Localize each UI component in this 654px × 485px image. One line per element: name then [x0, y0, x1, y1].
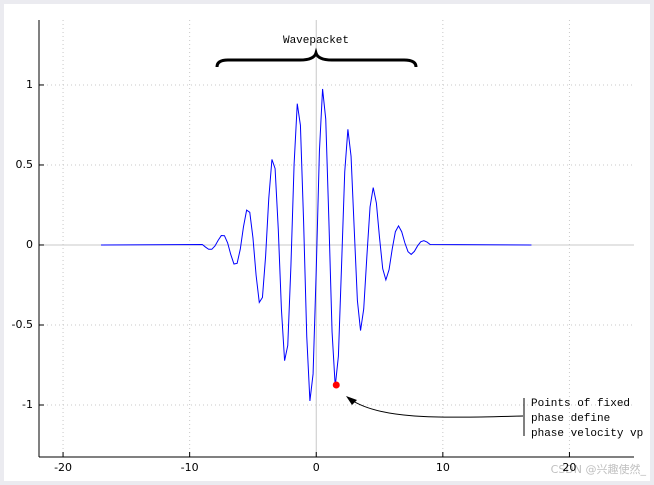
- y-tick-label: 0.5: [16, 158, 34, 171]
- arrow-text: Points of fixed: [531, 398, 630, 410]
- arrow-text: phase velocity vp: [531, 428, 643, 440]
- series-line: [101, 88, 532, 402]
- arrow-text: phase define: [531, 413, 610, 425]
- watermark: CSDN @兴趣使然_: [551, 462, 647, 476]
- plot: [101, 88, 532, 402]
- x-tick-label: -10: [181, 461, 199, 474]
- bracket: [215, 47, 418, 68]
- y-tick-label: -0.5: [12, 318, 33, 331]
- highlight-point: [332, 381, 340, 389]
- arrow-head: [346, 396, 357, 405]
- x-tick-label: 0: [313, 461, 320, 474]
- y-tick-label: -1: [22, 398, 33, 411]
- y-tick-label: 0: [26, 238, 33, 251]
- x-tick-label: -20: [54, 461, 72, 474]
- y-tick-label: 1: [26, 78, 33, 91]
- x-tick-label: 20: [562, 461, 576, 474]
- x-tick-label: 10: [436, 461, 450, 474]
- bracket-text: Wavepacket: [283, 35, 349, 47]
- arrow: [349, 398, 524, 418]
- plot-background: [4, 4, 650, 481]
